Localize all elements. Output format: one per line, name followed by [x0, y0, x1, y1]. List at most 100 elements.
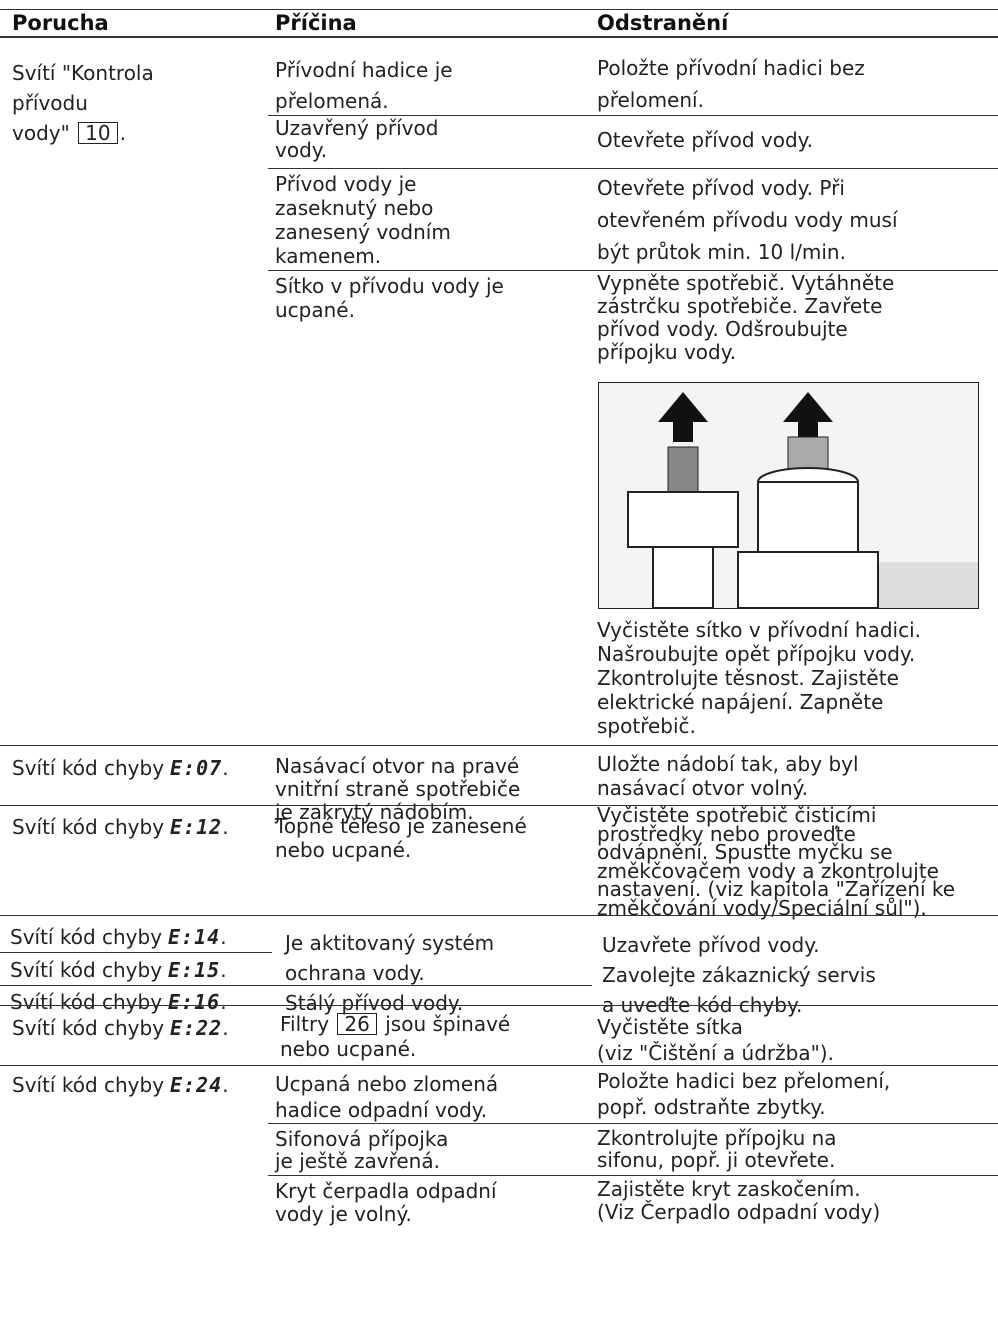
text-line: být průtok min. 10 l/min.	[597, 240, 846, 264]
text-line: vody je volný.	[275, 1202, 412, 1226]
rule	[268, 168, 998, 169]
text-line: přívodu	[12, 91, 88, 115]
text: Svítí kód chyby	[10, 958, 163, 982]
text-line: vnitřní straně spotřebiče	[275, 777, 521, 801]
error-code: E:07	[170, 756, 223, 780]
text-line: přívod vody. Odšroubujte	[597, 317, 848, 341]
remedy: Vyčistěte spotřebič čisticími prostředky …	[597, 803, 956, 917]
cause: Přívodní hadice je přelomená.	[275, 55, 453, 117]
error-code: E:22	[170, 1016, 223, 1040]
text-line: Uzavřený přívod	[275, 116, 439, 140]
text: .	[222, 1016, 229, 1040]
rule	[268, 270, 998, 271]
text-line: vody.	[275, 138, 328, 162]
text-line: Je aktitovaný systém	[285, 931, 495, 955]
text-line: prostředky nebo proveďte	[597, 821, 856, 846]
remedy: Vyčistěte sítko v přívodní hadici. Našrou…	[597, 618, 921, 738]
text-line: Stálý přívod vody.	[285, 991, 464, 1015]
rule	[268, 1123, 998, 1124]
text: Filtry	[280, 1012, 330, 1036]
text-line: Vyčistěte sítka	[597, 1015, 743, 1039]
text-line: Svítí kód chyby E:14.	[10, 924, 227, 950]
text-line: je ještě zavřená.	[275, 1149, 440, 1173]
text-line: zanesený vodním	[275, 220, 451, 244]
text-line: Vyčistěte spotřebič čisticími	[597, 803, 877, 827]
text: .	[222, 815, 229, 839]
text-line: Filtry 26 jsou špinavé	[280, 1012, 510, 1037]
remedy: Zajistěte kryt zaskočením. (Viz Čerpadlo …	[597, 1178, 880, 1224]
text-line: Položte hadici bez přelomení,	[597, 1069, 891, 1093]
text-line: Přívod vody je	[275, 172, 417, 196]
text-line: Svítí kód chyby E:22.	[12, 1015, 229, 1041]
text-line: změkčovačem vody a zkontrolujte	[597, 858, 939, 883]
error-code: E:12	[170, 815, 223, 839]
text-line: Topné těleso je zanesené	[275, 814, 527, 838]
filter-illustration	[598, 382, 979, 609]
text: jsou špinavé	[385, 1012, 511, 1036]
text-line: nebo ucpané.	[280, 1037, 417, 1061]
text-line: nasávací otvor volný.	[597, 776, 808, 800]
text-line: Sifonová přípojka	[275, 1127, 449, 1151]
remedy: Otevřete přívod vody. Při otevřeném přívo…	[597, 172, 898, 268]
text: vody"	[12, 121, 70, 145]
text-line: Zkontrolujte přípojku na	[597, 1126, 837, 1150]
fault: Svítí kód chyby E:16.	[10, 989, 227, 1015]
error-code: E:16	[168, 990, 221, 1014]
text-line: Nasávací otvor na pravé	[275, 754, 520, 778]
text-line: spotřebič.	[597, 714, 696, 738]
text-line: (Viz Čerpadlo odpadní vody)	[597, 1200, 881, 1224]
text-line: nebo ucpané.	[275, 838, 412, 862]
text-line: otevřeném přívodu vody musí	[597, 208, 898, 232]
remedy: Otevřete přívod vody.	[597, 128, 813, 152]
text-line: přípojku vody.	[597, 340, 737, 364]
text-line: Kryt čerpadla odpadní	[275, 1179, 497, 1203]
text-line: Ucpaná nebo zlomená	[275, 1072, 499, 1096]
fault: Svítí kód chyby E:24.	[12, 1072, 229, 1098]
remedy: Položte hadici bez přelomení, popř. odstr…	[597, 1068, 890, 1120]
rule	[0, 745, 998, 746]
text-line: nastavení. (viz kapitola "Zařízení ke	[597, 877, 956, 901]
text: Svítí kód chyby	[12, 815, 165, 839]
text: Svítí kód chyby	[10, 990, 163, 1014]
cause: Sítko v přívodu vody je ucpané.	[275, 274, 504, 322]
error-code: E:15	[168, 958, 221, 982]
remedy: Položte přívodní hadici bez přelomení.	[597, 52, 865, 116]
rule	[0, 1005, 998, 1006]
text-line: Vypněte spotřebič. Vytáhněte	[597, 271, 895, 295]
text-line: zástrčku spotřebiče. Zavřete	[597, 294, 883, 318]
text: .	[220, 958, 227, 982]
rule	[0, 985, 592, 986]
cause: Nasávací otvor na pravé vnitřní straně sp…	[275, 755, 520, 824]
text: Svítí kód chyby	[12, 756, 165, 780]
remedy: Uložte nádobí tak, aby byl nasávací otvor…	[597, 752, 859, 800]
text-line: ochrana vody.	[285, 961, 425, 985]
error-code: E:24	[170, 1073, 223, 1097]
column-header: Odstranění	[597, 11, 729, 35]
remedy: Uzavřete přívod vody. Zavolejte zákaznick…	[602, 930, 876, 1020]
text-line: Přívodní hadice je	[275, 58, 453, 82]
cause: Ucpaná nebo zlomená hadice odpadní vody.	[275, 1071, 498, 1123]
reference-number: 26	[337, 1013, 377, 1035]
text-line: Svítí kód chyby E:07.	[12, 755, 229, 781]
fault: Svítí kód chyby E:15.	[10, 957, 227, 983]
text-line: hadice odpadní vody.	[275, 1098, 488, 1122]
text-line: Otevřete přívod vody.	[597, 128, 814, 152]
text-line: sifonu, popř. ji otevřete.	[597, 1148, 836, 1172]
text-line: Zavolejte zákaznický servis	[602, 963, 876, 987]
cause: Přívod vody je zaseknutý nebo zanesený vod…	[275, 172, 451, 268]
text: .	[220, 990, 227, 1014]
text-line: odvápnění. Spusťte myčku se	[597, 840, 893, 864]
rule	[268, 1175, 998, 1176]
fault: Svítí "Kontrola přívodu vody" 10.	[12, 58, 154, 148]
rule	[0, 36, 998, 38]
text-line: přelomená.	[275, 89, 389, 113]
text: .	[222, 756, 229, 780]
reference-number: 10	[78, 122, 118, 144]
text: .	[119, 121, 126, 145]
text-line: Svítí "Kontrola	[12, 61, 154, 85]
rule	[268, 115, 998, 116]
text-line: Svítí kód chyby E:24.	[12, 1072, 229, 1098]
text: Svítí kód chyby	[10, 925, 163, 949]
rule	[0, 9, 998, 10]
